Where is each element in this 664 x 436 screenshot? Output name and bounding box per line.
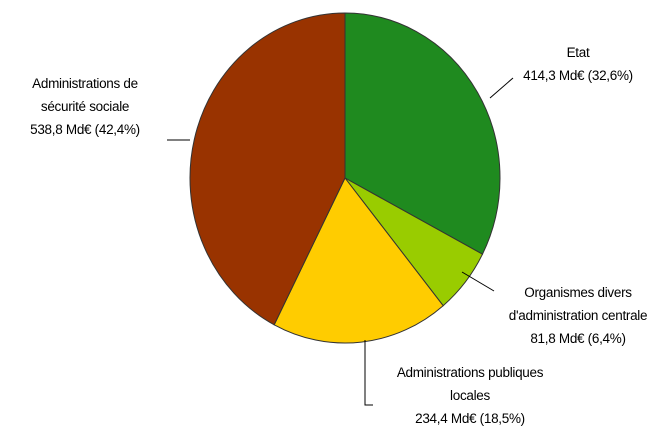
- value-label: 234,4 Md€ (18,5%): [415, 411, 525, 426]
- value-label: 538,8 Md€ (42,4%): [30, 122, 140, 137]
- slice-label-line: Organismes divers: [524, 285, 632, 300]
- slice-label-line: Etat: [567, 45, 590, 60]
- leader-line: [364, 340, 373, 406]
- slice-label-line: sécurité sociale: [41, 99, 129, 114]
- slice-label: Administrations de sécurité sociale: [32, 76, 138, 114]
- slice-label-line: Administrations de: [32, 76, 138, 91]
- slice-label-line: d'administration centrale: [509, 308, 647, 323]
- slice-label-line: Administrations publiques: [397, 365, 544, 380]
- value-label: 81,8 Md€ (6,4%): [530, 331, 625, 346]
- slice-label: Organismes divers d'administration centra…: [509, 285, 647, 323]
- pie-slice: [189, 12, 346, 326]
- value-label: 414,3 Md€ (32,6%): [523, 68, 633, 83]
- slice-label: Etat: [567, 45, 590, 60]
- slice-label-line: locales: [450, 388, 490, 403]
- leader-line: [461, 271, 495, 292]
- pie-slice: [273, 177, 444, 344]
- slice-label: Administrations publiques locales: [397, 365, 544, 403]
- leader-line: [489, 77, 514, 99]
- pie-slice: [344, 12, 501, 255]
